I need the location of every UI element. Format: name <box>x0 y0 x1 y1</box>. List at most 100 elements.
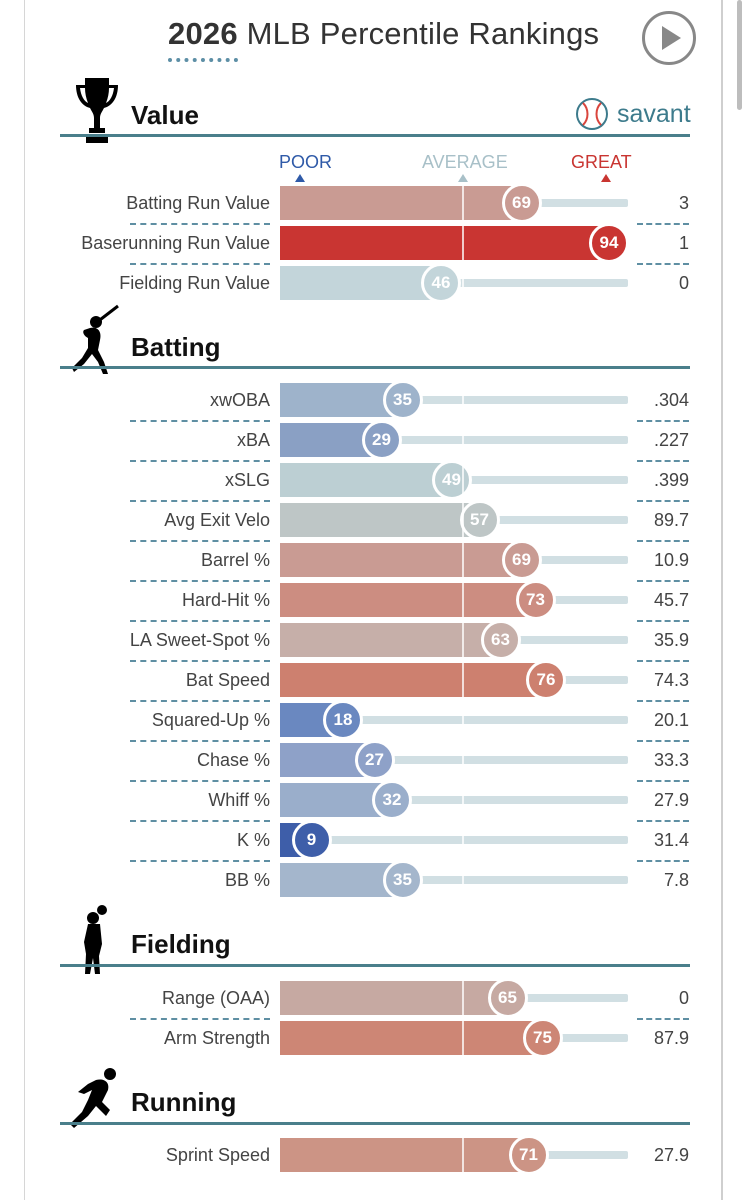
value-divider <box>637 263 689 265</box>
section-title-batting: Batting <box>131 332 221 362</box>
percentile-circle[interactable]: 73 <box>515 580 556 620</box>
percentile-bar[interactable] <box>280 863 403 897</box>
metric-stat-value: 27.9 <box>653 1145 689 1165</box>
percentile-bar[interactable] <box>280 383 403 417</box>
bar-track <box>307 836 628 844</box>
percentile-circle[interactable]: 75 <box>522 1018 563 1058</box>
percentile-circle[interactable]: 57 <box>459 500 500 540</box>
section-rule-batting <box>60 366 690 369</box>
metric-label: Batting Run Value <box>126 193 270 213</box>
metric-stat-value: 20.1 <box>653 710 689 730</box>
percentile-circle[interactable]: 9 <box>291 820 332 860</box>
metric-label: Arm Strength <box>163 1028 270 1048</box>
bar-track <box>517 199 628 207</box>
metric-stat-value: .399 <box>653 470 689 490</box>
bar-track <box>377 436 628 444</box>
bar-track <box>388 796 628 804</box>
metric-label: BB % <box>224 870 270 890</box>
percentile-bar[interactable] <box>280 1138 529 1172</box>
percentile-bar[interactable] <box>280 623 501 657</box>
bar-track <box>475 516 628 524</box>
average-line <box>462 981 464 1055</box>
section-rule-running <box>60 1122 690 1125</box>
bar-track <box>339 716 628 724</box>
value-divider <box>637 860 689 862</box>
percentile-bar[interactable] <box>280 1021 543 1055</box>
percentile-bar[interactable] <box>280 663 546 697</box>
bar-track <box>447 476 628 484</box>
percentile-bar[interactable] <box>280 226 609 260</box>
scale-poor-label: POOR <box>279 152 333 172</box>
savant-label: savant <box>617 100 691 128</box>
metric-stat-value: 10.9 <box>653 550 689 570</box>
percentile-circle[interactable]: 69 <box>501 183 542 223</box>
batter-icon <box>70 304 120 381</box>
percentile-bar[interactable] <box>280 186 522 220</box>
row-divider <box>130 820 270 822</box>
metric-stat-value: 7.8 <box>663 870 689 890</box>
value-divider <box>637 460 689 462</box>
metric-label: Whiff % <box>208 790 270 810</box>
bar-track <box>496 636 628 644</box>
percentile-circle[interactable]: 71 <box>508 1135 549 1175</box>
percentile-circle[interactable]: 94 <box>589 223 629 263</box>
percentile-circle[interactable]: 35 <box>382 860 423 900</box>
row-divider <box>130 740 270 742</box>
percentile-circle[interactable]: 76 <box>526 660 566 700</box>
play-icon <box>662 26 681 50</box>
metric-label: Bat Speed <box>185 670 270 690</box>
row-divider <box>130 620 270 622</box>
average-line <box>462 383 464 897</box>
metric-stat-value: 31.4 <box>653 830 689 850</box>
value-divider <box>637 820 689 822</box>
percentile-circle[interactable]: 46 <box>421 263 461 303</box>
percentile-circle[interactable]: 69 <box>501 540 542 580</box>
percentile-circle[interactable]: 35 <box>382 380 423 420</box>
section-title-running: Running <box>131 1087 237 1117</box>
percentile-circle[interactable]: 18 <box>323 700 363 740</box>
metric-label: Sprint Speed <box>165 1145 270 1165</box>
percentile-circle[interactable]: 63 <box>480 620 521 660</box>
metric-label: Range (OAA) <box>161 988 270 1008</box>
percentile-circle[interactable]: 49 <box>431 460 472 500</box>
bar-track <box>531 596 628 604</box>
row-divider <box>130 263 270 265</box>
trophy-icon <box>74 76 120 149</box>
metric-stat-value: 45.7 <box>653 590 689 610</box>
percentile-bar[interactable] <box>280 503 480 537</box>
row-divider <box>130 860 270 862</box>
section-rule-value <box>60 134 690 137</box>
bar-track <box>398 876 628 884</box>
metric-stat-value: 0 <box>678 988 689 1008</box>
metric-label: xSLG <box>224 470 270 490</box>
percentile-bar[interactable] <box>280 981 508 1015</box>
metric-label: Barrel % <box>200 550 270 570</box>
metric-stat-value: .227 <box>653 430 689 450</box>
value-divider <box>637 660 689 662</box>
percentile-circle[interactable]: 32 <box>372 780 412 820</box>
percentile-bar[interactable] <box>280 583 536 617</box>
runner-icon <box>66 1066 122 1137</box>
page-title: 2026 MLB Percentile Rankings <box>168 12 599 56</box>
value-divider <box>637 620 689 622</box>
row-divider <box>130 460 270 462</box>
metric-stat-value: 1 <box>678 233 689 253</box>
scale-average-label: AVERAGE <box>422 152 508 172</box>
value-divider <box>637 780 689 782</box>
metric-stat-value: 27.9 <box>653 790 689 810</box>
left-frame-border <box>24 0 25 1200</box>
percentile-circle[interactable]: 65 <box>487 978 528 1018</box>
metric-label: xBA <box>236 430 270 450</box>
section-rule-fielding <box>60 964 690 967</box>
percentile-circle[interactable]: 29 <box>361 420 402 460</box>
bar-track <box>398 396 628 404</box>
value-divider <box>637 540 689 542</box>
percentile-bar[interactable] <box>280 266 441 300</box>
percentile-bar[interactable] <box>280 463 452 497</box>
percentile-circle[interactable]: 27 <box>354 740 395 780</box>
scrollbar[interactable] <box>737 0 742 110</box>
play-button[interactable] <box>642 11 696 65</box>
value-divider <box>637 740 689 742</box>
percentile-bar[interactable] <box>280 543 522 577</box>
baseball-icon <box>576 98 608 130</box>
